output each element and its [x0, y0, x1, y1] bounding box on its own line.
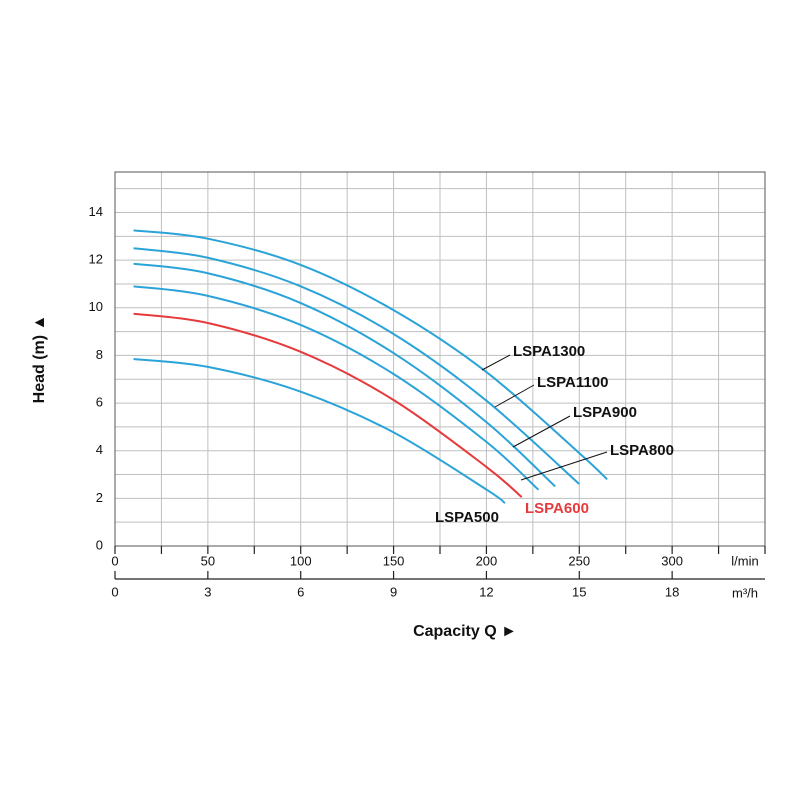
curve-label: LSPA1100 [537, 374, 608, 391]
x2-tick-label: 12 [479, 584, 493, 599]
x-tick-label: 300 [661, 553, 683, 568]
y-tick-label: 4 [96, 442, 103, 457]
leader-line [481, 354, 511, 371]
x2-tick-label: 18 [665, 584, 679, 599]
curve [133, 358, 506, 504]
y-tick-label: 14 [89, 204, 103, 219]
curve [133, 285, 540, 491]
x-tick-label: 250 [568, 553, 590, 568]
x2-tick-label: 15 [572, 584, 586, 599]
y-tick-label: 6 [96, 395, 103, 410]
x-tick-label: 100 [290, 553, 312, 568]
x2-tick-label: 6 [297, 584, 304, 599]
y-axis-title: Head (m) ▲ [31, 315, 48, 404]
curve-label: LSPA800 [610, 442, 674, 459]
leader-line [520, 451, 608, 481]
y-tick-label: 10 [89, 299, 103, 314]
y-tick-label: 8 [96, 347, 103, 362]
curve [133, 312, 523, 498]
curve-label: LSPA900 [573, 404, 637, 421]
x-unit: l/min [731, 553, 758, 568]
curve-label: LSPA600 [525, 500, 589, 517]
curve-label: LSPA500 [435, 509, 499, 526]
curve [133, 247, 580, 485]
leader-line [512, 415, 571, 448]
x-tick-label: 200 [476, 553, 498, 568]
curve [133, 229, 608, 481]
curve [133, 262, 556, 488]
y-tick-label: 12 [89, 252, 103, 267]
x2-unit: m³/h [732, 585, 758, 600]
x-tick-label: 0 [111, 553, 118, 568]
y-tick-label: 2 [96, 490, 103, 505]
x2-tick-label: 9 [390, 584, 397, 599]
leader-line [494, 384, 535, 408]
x2-tick-label: 3 [204, 584, 211, 599]
curve-label: LSPA1300 [513, 343, 585, 360]
x-tick-label: 50 [201, 553, 215, 568]
x-tick-label: 150 [383, 553, 405, 568]
x-axis-title: Capacity Q ► [413, 623, 517, 640]
y-tick-label: 0 [96, 537, 103, 552]
x2-tick-label: 0 [111, 584, 118, 599]
